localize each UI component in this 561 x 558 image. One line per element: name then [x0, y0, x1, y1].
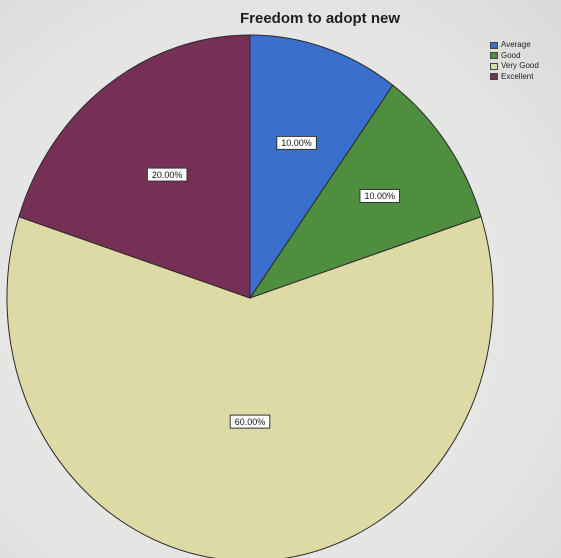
legend-item-average: Average	[490, 40, 539, 51]
data-label-good: 10.00%	[364, 191, 395, 201]
legend-label-very-good: Very Good	[501, 61, 539, 70]
data-label-box-excellent	[146, 167, 188, 182]
legend-label-excellent: Excellent	[501, 71, 534, 81]
data-label-excellent: 20.00%	[152, 170, 183, 180]
pie-slice-very-good	[6, 216, 494, 558]
legend-swatch-very-good	[490, 62, 498, 70]
chart-title: Freedom to adopt new	[239, 10, 400, 27]
legend-swatch-good	[490, 52, 498, 60]
data-label-box-good	[359, 188, 401, 203]
legend-swatch-average	[490, 41, 498, 49]
pie-slice-average	[249, 34, 394, 300]
legend-label-average: Average	[501, 40, 531, 49]
legend: Average Good Very Good Excellent	[490, 40, 539, 82]
legend-item-good: Good	[490, 51, 539, 62]
legend-item-very-good: Very Good	[490, 61, 539, 72]
legend-swatch-excellent	[490, 73, 498, 81]
data-label-box-average	[276, 135, 317, 150]
pie-slice-excellent	[18, 34, 251, 299]
data-label-average: 10.00%	[281, 138, 312, 148]
legend-item-excellent: Excellent	[490, 72, 539, 83]
data-label-box-very-good	[229, 414, 271, 429]
data-label-very-good: 60.00%	[235, 417, 266, 427]
legend-label-good: Good	[501, 50, 521, 60]
